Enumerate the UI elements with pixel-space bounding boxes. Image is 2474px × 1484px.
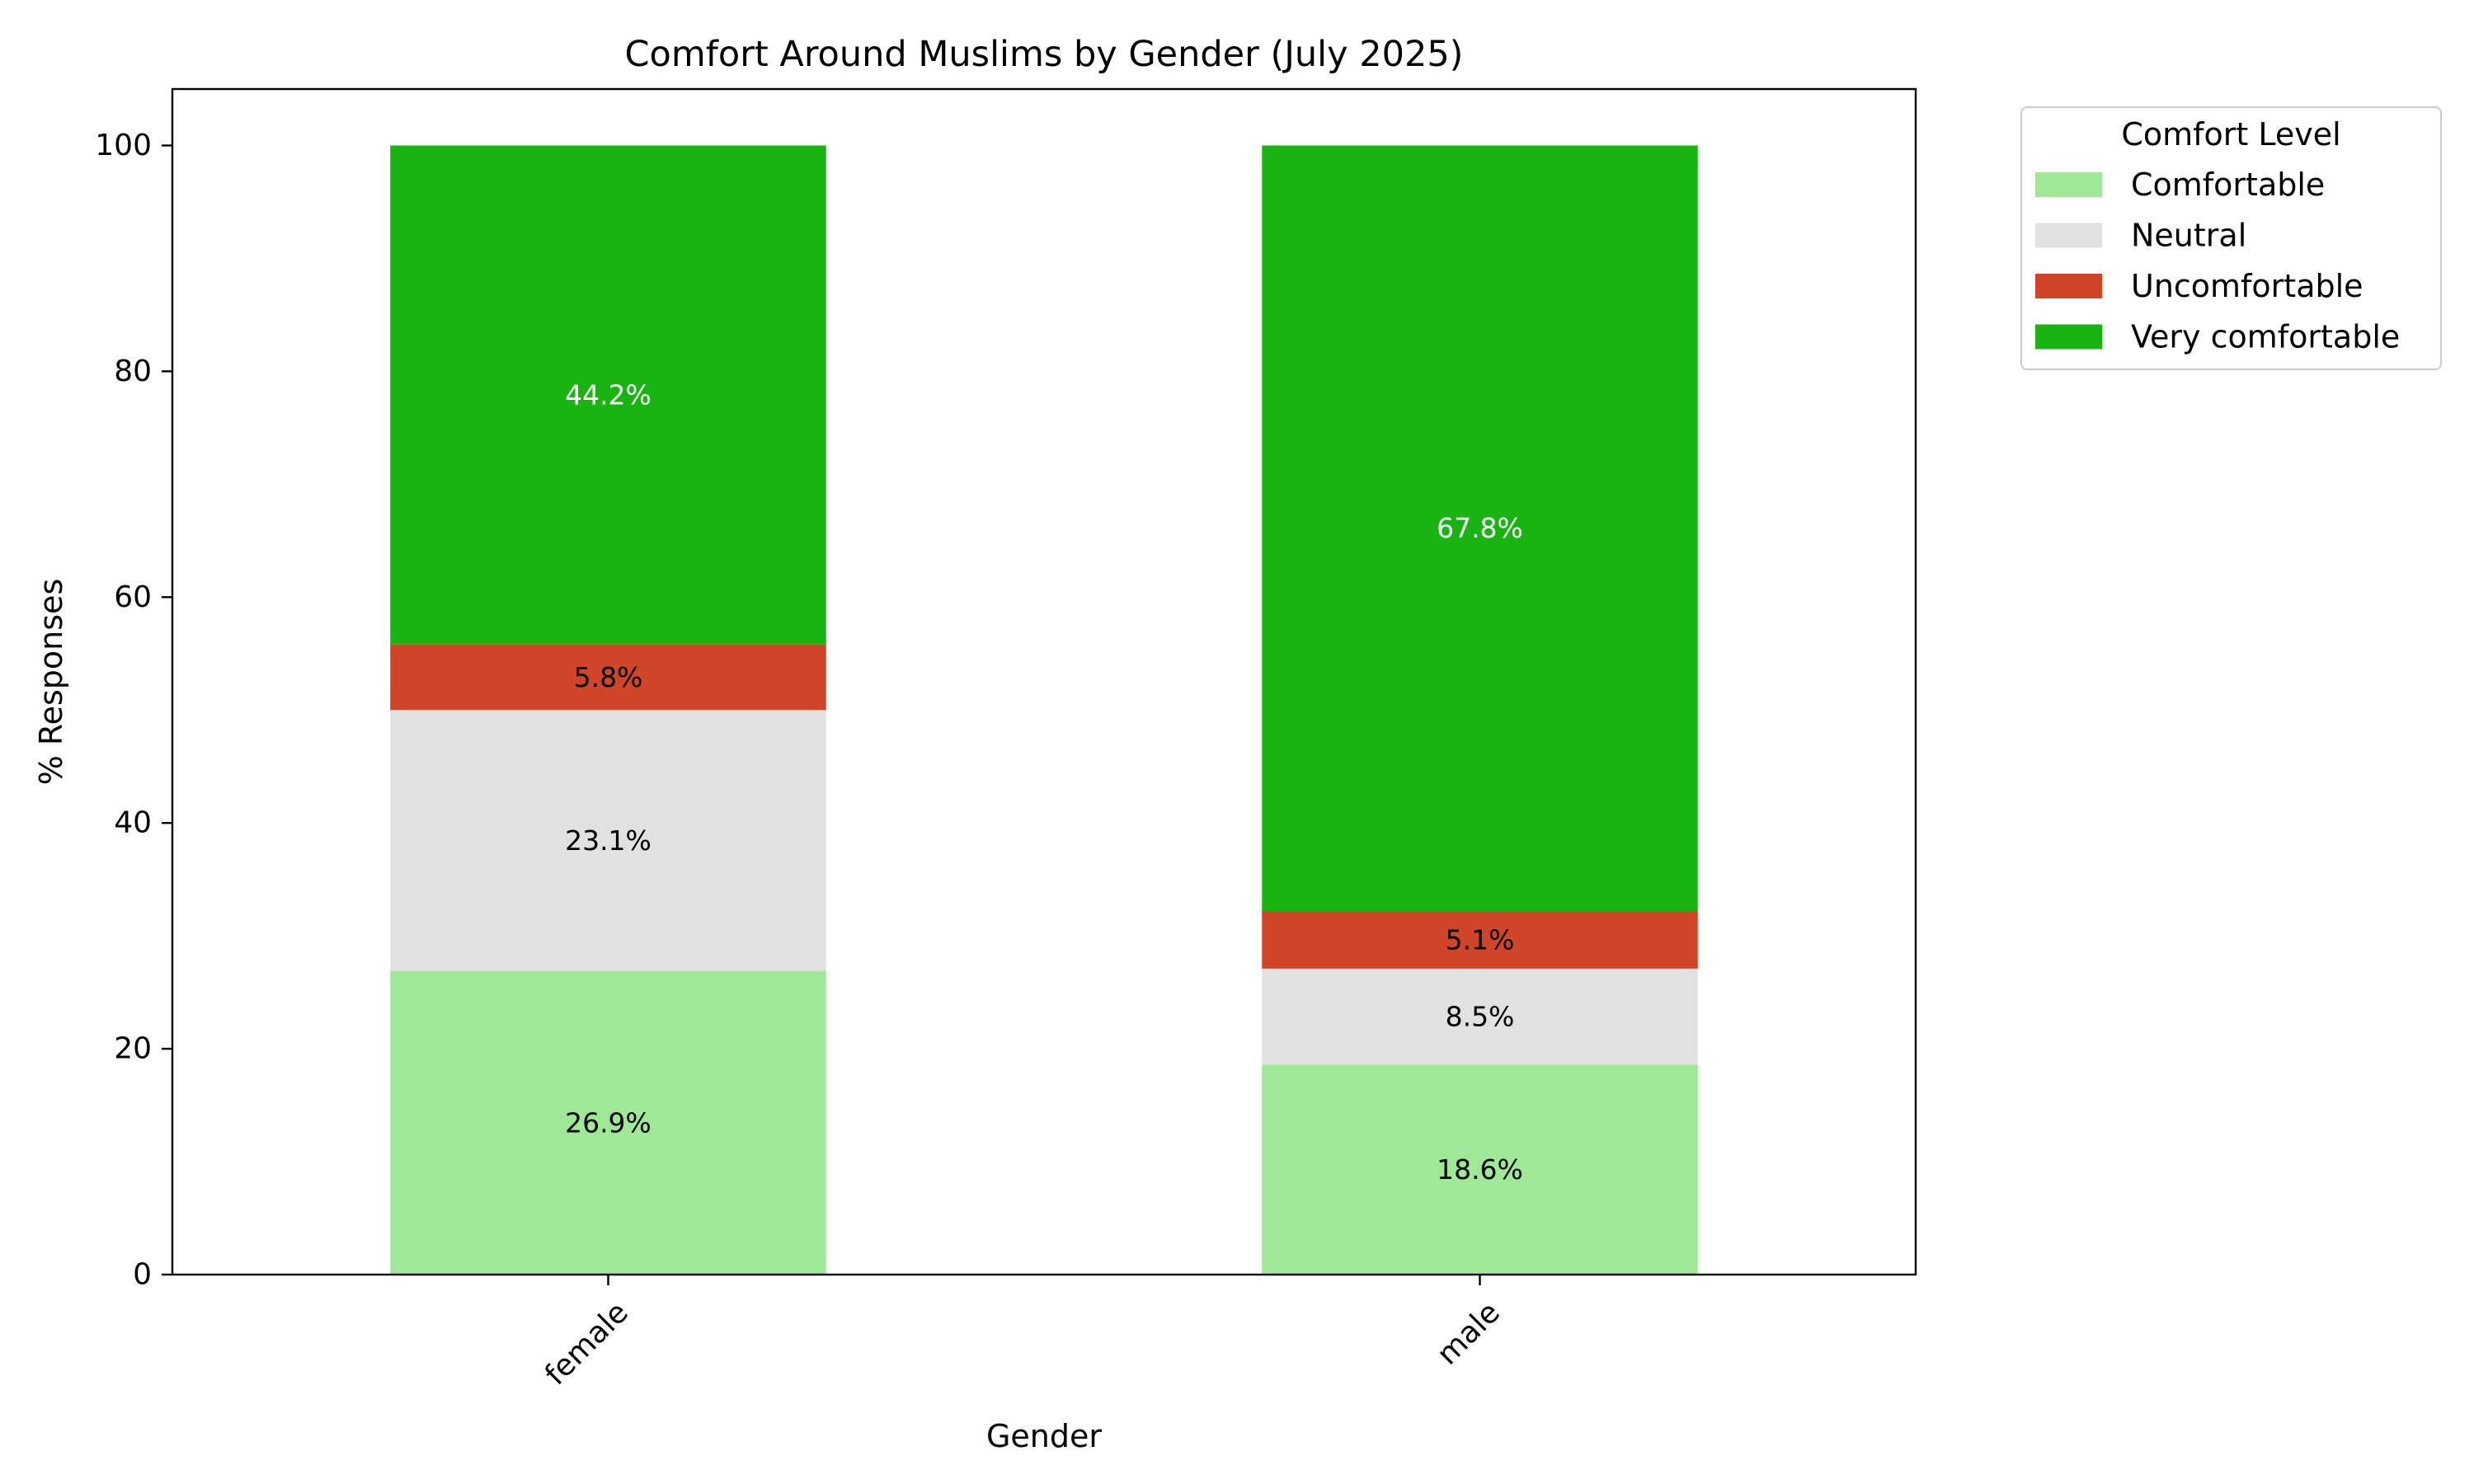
y-tick-label: 20 [114, 1032, 152, 1066]
bar-labels-layer: 26.9% 23.1% 5.8% 44.2% 18.6% 8.5% 5.1% 67.8% [565, 379, 1523, 1186]
legend-swatch-neutral [2035, 223, 2102, 248]
legend-swatch-very-comfortable [2035, 324, 2102, 350]
legend: Comfort Level Comfortable Neutral Uncomfor… [2020, 106, 2442, 370]
y-tick-label: 100 [95, 129, 152, 162]
y-axis-title: % Responses [33, 579, 69, 786]
data-label-male-comfortable: 18.6% [1437, 1153, 1523, 1186]
bar-segment-female-neutral [390, 710, 826, 971]
bar-segment-female-very-comfortable [390, 145, 826, 645]
legend-swatch-comfortable [2035, 172, 2102, 197]
data-label-female-comfortable: 26.9% [565, 1106, 651, 1139]
bar-segment-female-uncomfortable [390, 644, 826, 711]
y-tick-label: 60 [114, 580, 152, 614]
chart-title: Comfort Around Muslims by Gender (July 2… [625, 34, 1464, 75]
x-tick-label-female: female [539, 1295, 635, 1392]
y-tick-label: 40 [114, 806, 152, 840]
bar-segment-male-comfortable [1262, 1064, 1698, 1275]
data-label-male-neutral: 8.5% [1446, 1001, 1515, 1033]
legend-items: Comfortable Neutral Uncomfortable Very comf… [2035, 167, 2400, 355]
bar-segment-male-uncomfortable [1262, 911, 1698, 969]
data-label-female-very-comfortable: 44.2% [565, 379, 651, 411]
bar-segment-male-neutral [1262, 968, 1698, 1065]
data-label-female-uncomfortable: 5.8% [574, 661, 643, 693]
plot-area-frame [171, 87, 1917, 1276]
bar-segment-male-very-comfortable [1262, 145, 1698, 912]
y-axis: 0 20 40 60 80 100 [95, 129, 172, 1292]
legend-label-neutral: Neutral [2131, 218, 2246, 254]
legend-swatch-uncomfortable [2035, 274, 2102, 298]
x-tick-label-male: male [1431, 1295, 1507, 1371]
legend-label-comfortable: Comfortable [2131, 167, 2325, 203]
data-label-male-uncomfortable: 5.1% [1446, 923, 1515, 956]
x-axis-title: Gender [986, 1418, 1102, 1454]
data-label-female-neutral: 23.1% [565, 824, 651, 857]
legend-box [2020, 106, 2442, 370]
bars-layer [390, 145, 1698, 1275]
x-axis: female male [539, 1275, 1507, 1392]
y-tick-label: 80 [114, 355, 152, 388]
legend-label-uncomfortable: Uncomfortable [2131, 268, 2363, 304]
legend-title: Comfort Level [2121, 116, 2340, 153]
legend-label-very-comfortable: Very comfortable [2131, 319, 2400, 355]
bar-segment-female-comfortable [390, 970, 826, 1275]
data-label-male-very-comfortable: 67.8% [1437, 512, 1523, 544]
y-tick-label: 0 [133, 1258, 152, 1292]
